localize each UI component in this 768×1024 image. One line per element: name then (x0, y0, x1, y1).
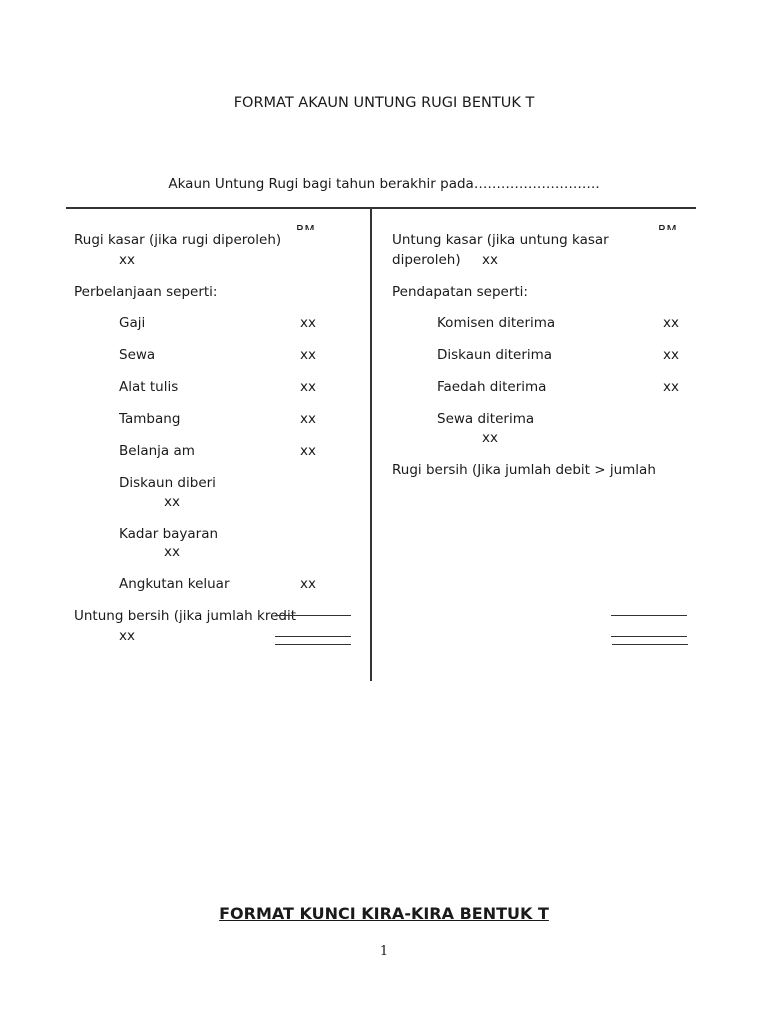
expense-amount: xx (300, 443, 316, 459)
total-double-line (275, 644, 351, 646)
expense-label: Diskaun diberi (119, 475, 216, 491)
expense-amount: xx (300, 379, 316, 395)
expense-amount: xx (164, 494, 180, 510)
income-amount: xx (663, 315, 679, 331)
t-account-top-line (66, 207, 696, 209)
income-amount: xx (663, 347, 679, 363)
expense-label: Gaji (119, 315, 146, 331)
income-heading: Pendapatan seperti: (392, 284, 528, 300)
expense-amount: xx (300, 576, 316, 592)
expense-label: Alat tulis (119, 379, 179, 395)
total-double-line (611, 636, 687, 638)
total-double-line (612, 644, 688, 646)
gross-profit-label: Untung kasar (jika untung kasar (392, 232, 609, 248)
income-amount: xx (482, 430, 498, 446)
expense-label: Kadar bayaran (119, 526, 219, 542)
expense-label: Tambang (119, 411, 181, 427)
income-label: Komisen diterima (437, 315, 556, 331)
next-section-title: FORMAT KUNCI KIRA-KIRA BENTUK T (219, 904, 549, 923)
subtotal-line (611, 615, 687, 617)
net-profit-amount: xx (119, 628, 135, 644)
expense-amount: xx (300, 347, 316, 363)
gross-loss-label: Rugi kasar (jika rugi diperoleh) (74, 232, 282, 248)
left-currency-header: RM (296, 223, 315, 230)
net-profit-label: Untung bersih (jika jumlah kredit (74, 608, 296, 624)
income-amount: xx (663, 379, 679, 395)
net-loss-label: Rugi bersih (Jika jumlah debit > jumlah (392, 462, 656, 478)
income-label: Diskaun diterima (437, 347, 553, 363)
expenses-heading: Perbelanjaan seperti: (74, 284, 218, 300)
expense-label: Sewa (119, 347, 156, 363)
expense-amount: xx (300, 411, 316, 427)
expense-label: Belanja am (119, 443, 195, 459)
gross-profit-amount: xx (482, 252, 498, 268)
right-currency-header: RM (658, 223, 677, 230)
total-double-line (275, 636, 351, 638)
expense-label: Angkutan keluar (119, 576, 230, 592)
t-account-divider (370, 208, 372, 681)
subtotal-line (275, 615, 351, 617)
gross-loss-amount: xx (119, 252, 135, 268)
gross-profit-label-cont: diperoleh) (392, 252, 461, 268)
income-label: Faedah diterima (437, 379, 547, 395)
expense-amount: xx (300, 315, 316, 331)
account-subtitle: Akaun Untung Rugi bagi tahun berakhir pa… (168, 176, 600, 192)
page-number: 1 (379, 944, 389, 959)
page-title: FORMAT AKAUN UNTUNG RUGI BENTUK T (233, 95, 535, 111)
expense-amount: xx (164, 544, 180, 560)
income-label: Sewa diterima (437, 411, 535, 427)
